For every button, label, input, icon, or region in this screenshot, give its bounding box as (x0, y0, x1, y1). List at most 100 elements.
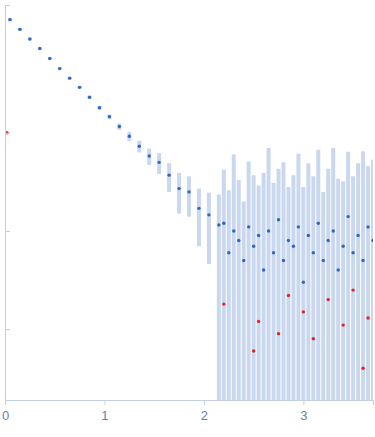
error-bar (232, 155, 236, 400)
point (18, 28, 21, 31)
point (292, 244, 295, 247)
marks (5, 18, 373, 400)
point (108, 115, 111, 118)
point (28, 37, 31, 40)
chart: 0123 (0, 0, 375, 437)
point (252, 349, 255, 352)
error-bar (281, 162, 285, 400)
point (177, 187, 180, 190)
point (237, 239, 240, 242)
error-bar (291, 175, 295, 400)
point (222, 302, 225, 305)
point (287, 294, 290, 297)
error-bar (227, 190, 231, 400)
point (68, 76, 71, 79)
error-bar (321, 192, 325, 400)
error-bar (68, 77, 72, 79)
error-bar (167, 163, 171, 192)
error-bar (341, 181, 345, 400)
error-bar (252, 175, 256, 400)
y-tick-mark (5, 231, 10, 232)
point (118, 125, 121, 128)
x-tick-mark (303, 400, 304, 405)
error-bar (28, 38, 32, 41)
point (267, 229, 270, 232)
error-bar (157, 153, 161, 174)
error-bar (311, 176, 315, 400)
point (222, 221, 225, 224)
error-bar (207, 193, 211, 265)
point (167, 173, 170, 176)
point (277, 218, 280, 221)
y-axis (5, 6, 10, 401)
error-bar (331, 148, 335, 400)
x-tick-label: 0 (2, 408, 9, 423)
error-bar (247, 161, 251, 400)
point (312, 251, 315, 254)
error-bar (197, 189, 201, 247)
point (157, 161, 160, 164)
point (361, 259, 364, 262)
series-1 (5, 131, 369, 370)
error-bar (217, 195, 221, 400)
error-bar (257, 186, 261, 400)
x-tick: 2 (201, 400, 208, 423)
x-tick: 3 (300, 400, 307, 423)
point (282, 259, 285, 262)
series-0 (8, 18, 373, 400)
error-bar (58, 67, 62, 69)
x-tick-label: 2 (201, 408, 208, 423)
error-bar (262, 173, 266, 400)
point (371, 239, 373, 242)
point (366, 225, 369, 228)
point (341, 244, 344, 247)
point (287, 239, 290, 242)
error-bar (48, 57, 52, 59)
error-bar (8, 18, 12, 22)
error-bar (18, 28, 22, 31)
error-bar (272, 183, 276, 400)
error-bar (117, 123, 121, 130)
error-bar (187, 176, 191, 216)
point (128, 135, 131, 138)
point (277, 332, 280, 335)
point (197, 207, 200, 210)
error-bar (177, 173, 181, 214)
point (317, 221, 320, 224)
point (257, 234, 260, 237)
point (327, 298, 330, 301)
error-bar (127, 132, 131, 141)
x-tick: 0 (2, 400, 9, 423)
error-bar (277, 169, 281, 400)
error-bar (346, 152, 350, 400)
point (138, 144, 141, 147)
error-bar (242, 201, 246, 400)
error-bar (137, 141, 141, 153)
x-tick-mark (204, 400, 205, 405)
point (346, 215, 349, 218)
error-bar (296, 154, 300, 400)
point (307, 234, 310, 237)
x-tick-mark (104, 400, 105, 405)
point (302, 310, 305, 313)
error-bar (97, 106, 101, 110)
point (351, 251, 354, 254)
error-bar (351, 176, 355, 400)
point (48, 57, 51, 60)
x-axis: 0123 (2, 400, 374, 423)
point (242, 259, 245, 262)
point (252, 244, 255, 247)
error-bar (356, 163, 360, 400)
point (336, 268, 339, 271)
point (217, 223, 220, 226)
point (58, 67, 61, 70)
y-tick (5, 133, 10, 134)
point (297, 225, 300, 228)
plot-area: 0123 (2, 6, 375, 424)
error-bar (286, 187, 290, 400)
error-bar (326, 169, 330, 400)
point (187, 190, 190, 193)
point (98, 106, 101, 109)
error-bar (38, 47, 42, 49)
point (351, 288, 354, 291)
